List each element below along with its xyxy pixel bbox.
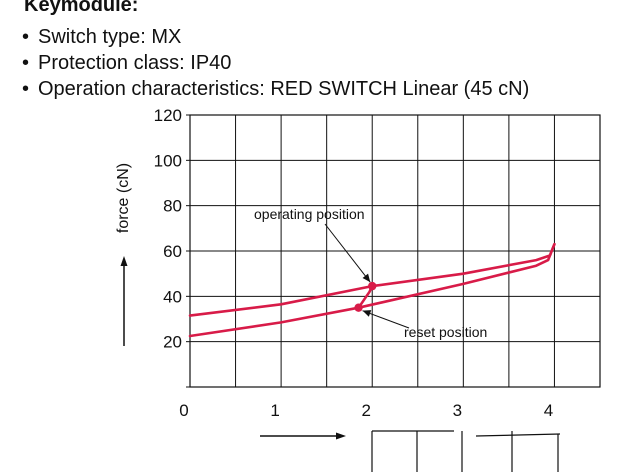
- y-axis-label: force (cN): [115, 163, 132, 233]
- x-tick-labels: 0 1 2 3 4: [179, 401, 553, 420]
- x-tick-label: 0: [179, 401, 188, 420]
- lower-table-edge: [371, 430, 561, 472]
- x-tick-label: 4: [544, 401, 553, 420]
- y-tick-label: 100: [154, 151, 182, 170]
- chart-grid: [186, 114, 601, 388]
- x-tick-label: 3: [453, 401, 462, 420]
- annotation-leaders: [324, 223, 410, 329]
- spec-protection-class: Protection class: IP40: [22, 50, 529, 76]
- y-tick-label: 60: [163, 242, 182, 261]
- reset-position-label: reset position: [404, 324, 487, 340]
- y-direction-arrow: [120, 256, 128, 346]
- reset-position-leader-head: [362, 310, 372, 317]
- y-tick-label: 80: [163, 197, 182, 216]
- reset-position-leader: [362, 310, 410, 329]
- operating-position-leader-head: [362, 273, 371, 283]
- x-tick-label: 1: [270, 401, 279, 420]
- operating-position-label: operating position: [254, 206, 365, 222]
- y-tick-label: 120: [154, 106, 182, 125]
- spec-list: Switch type: MX Protection class: IP40 O…: [22, 24, 529, 102]
- spec-operation-characteristics: Operation characteristics: RED SWITCH Li…: [22, 76, 529, 102]
- y-tick-label: 40: [163, 287, 182, 306]
- operating-position-leader: [324, 223, 371, 283]
- x-direction-arrow: [260, 432, 346, 440]
- reset-position-marker: [354, 303, 363, 312]
- chart-markers: [354, 281, 377, 312]
- operating-position-marker: [368, 281, 377, 291]
- spec-switch-type: Switch type: MX: [22, 24, 529, 50]
- y-tick-label: 20: [163, 333, 182, 352]
- y-tick-labels: 20 40 60 80 100 120: [154, 106, 182, 352]
- document-heading: Keymodule:: [24, 0, 139, 16]
- x-tick-label: 2: [361, 401, 370, 420]
- force-curve-3: [357, 242, 556, 310]
